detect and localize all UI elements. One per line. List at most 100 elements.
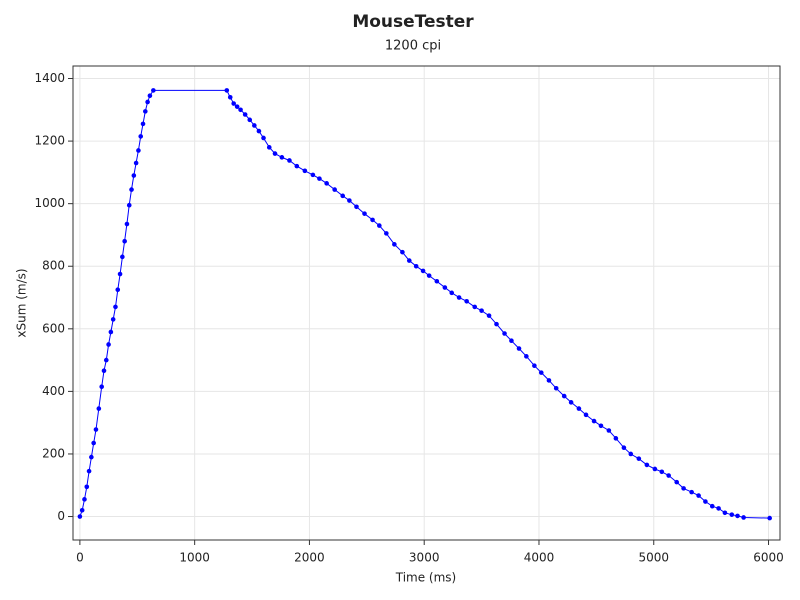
data-point [729,512,735,517]
data-point [224,88,230,93]
data-point [502,331,507,336]
data-point [722,510,728,516]
data-point [613,436,619,441]
data-point [122,238,127,244]
data-point [247,117,253,123]
x-tick-label: 3000 [409,551,440,565]
x-tick-label: 6000 [753,551,784,565]
data-point [302,168,308,174]
data-point [583,412,589,418]
y-axis-label: xSum (m/s) [15,268,29,337]
data-point [256,128,262,134]
data-point [741,515,746,520]
data-point [553,385,559,391]
data-point [101,368,107,374]
data-point [117,271,123,277]
plot-frame [72,65,781,541]
data-point [96,406,102,411]
y-tick-label: 200 [42,446,65,460]
data-point [494,321,499,327]
data-point [103,357,109,363]
data-point [129,187,134,192]
y-tick-label: 400 [42,384,65,398]
y-tick-label: 1000 [34,196,65,210]
data-point [370,217,375,223]
y-tick-label: 0 [57,509,65,523]
data-point [486,313,492,318]
data-point [420,268,426,274]
data-point [703,499,708,504]
data-point [115,287,121,293]
x-tick-label: 0 [76,551,84,565]
chart-subtitle: 1200 cpi [385,39,441,54]
data-point [126,202,132,208]
x-tick-label: 1000 [179,551,210,565]
data-point [261,135,266,141]
data-point [147,93,153,99]
data-point [538,370,544,375]
data-point [532,363,537,369]
data-point [332,187,337,192]
data-point [131,173,137,178]
data-point [434,278,440,284]
data-point [384,231,389,236]
data-point [91,440,96,446]
y-tick-label: 1200 [34,134,65,148]
data-point [392,242,397,247]
data-point [266,145,272,150]
data-point [689,489,694,495]
data-point [456,295,462,300]
data-point [86,468,92,474]
data-point [310,172,316,178]
data-point [464,298,469,304]
data-point [628,451,634,457]
data-point [659,469,665,475]
data-point [472,304,478,310]
x-tick-label: 2000 [294,551,325,565]
data-point [279,155,285,160]
y-tick-label: 1400 [34,71,65,85]
data-point [509,338,514,344]
data-point [442,285,448,290]
data-point [516,346,522,351]
data-point [652,466,658,472]
data-point [546,378,552,383]
data-point [716,506,721,511]
data-point [294,163,300,169]
data-point [133,160,139,166]
data-point [113,304,118,310]
data-point [576,406,582,411]
data-point [77,514,83,519]
y-tick-label: 800 [42,259,65,273]
y-tick-label: 600 [42,321,65,335]
chart-title: MouseTester [352,12,474,32]
data-point [110,317,116,322]
data-point [89,454,94,460]
data-point [400,249,405,255]
data-point [136,148,141,153]
data-point [406,258,412,263]
data-point [636,456,642,461]
data-point [234,104,240,109]
data-point [681,486,686,491]
data-point [79,507,85,513]
data-point [735,513,740,519]
data-point [287,158,292,163]
data-point [93,427,99,432]
data-point [561,393,567,399]
data-point [591,418,597,424]
data-point [479,308,484,313]
data-point [449,290,455,296]
data-point [272,151,278,156]
data-point [108,329,114,335]
data-point [227,94,233,100]
data-point [252,123,257,128]
data-point [347,198,352,203]
data-point [644,462,650,468]
data-point [324,181,329,186]
data-point [140,121,146,127]
data-point [354,204,359,210]
data-point [606,428,612,433]
data-point [674,479,680,485]
